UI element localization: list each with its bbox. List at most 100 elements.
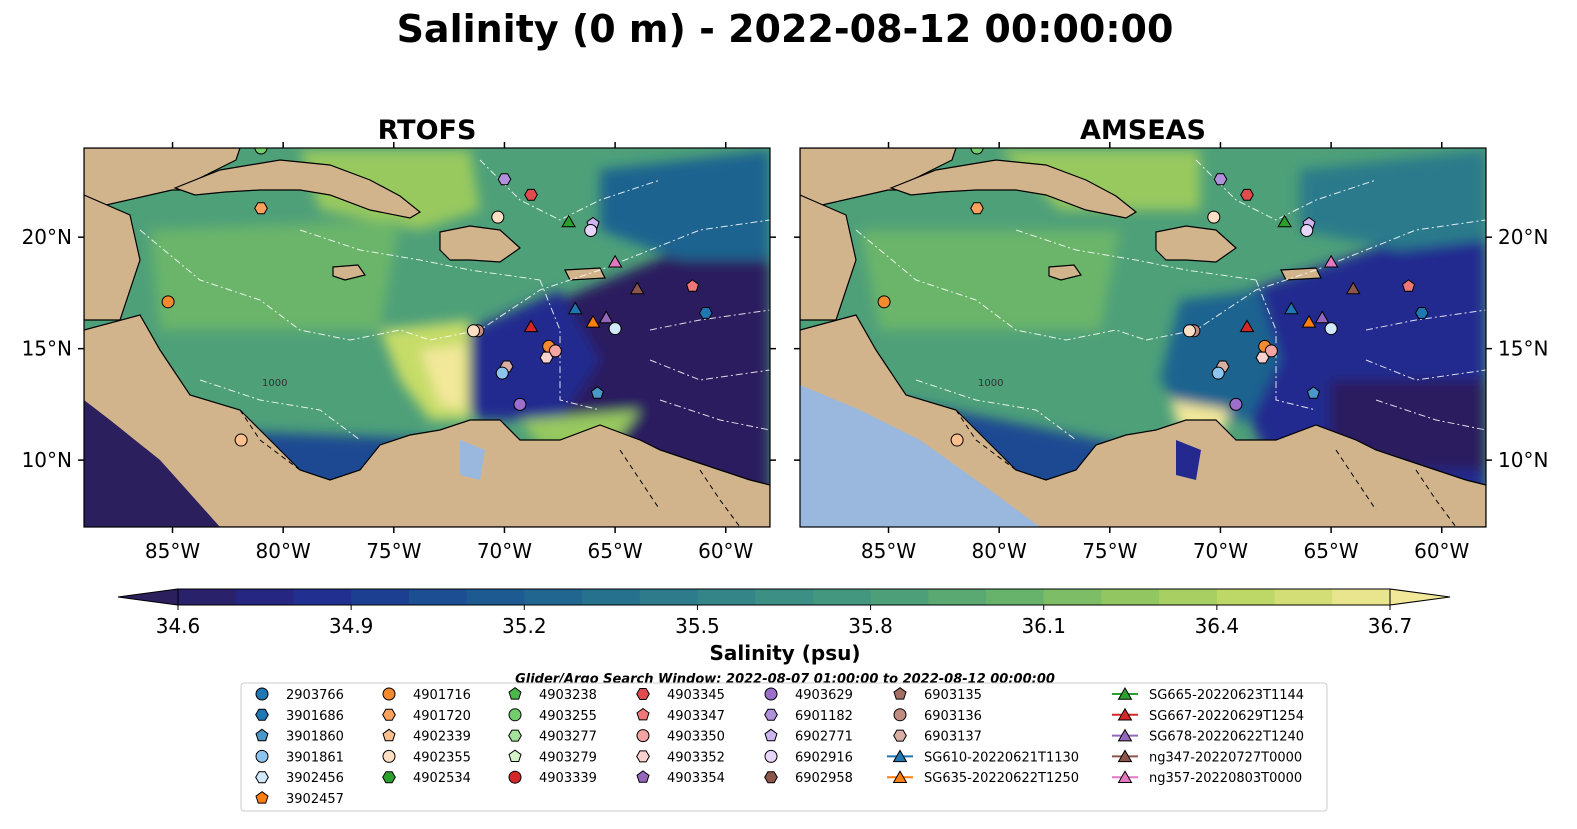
- colorbar: 34.6 34.9 35.2 35.5 35.8 36.1 36.4 36.7: [117, 588, 1451, 638]
- colorbar-segment: [235, 589, 294, 605]
- float-marker-ng347-20220727T0000: [1345, 281, 1361, 295]
- colorbar-segment: [928, 589, 987, 605]
- legend-label: SG665-20220623T1144: [1149, 688, 1304, 703]
- x-tick-label: 80°W: [256, 539, 311, 563]
- legend-label: 6902958: [795, 771, 853, 786]
- float-marker-6902916: [1300, 223, 1314, 237]
- float-marker-4903350: [1264, 344, 1278, 358]
- float-marker-3902456: [1324, 322, 1338, 336]
- y-tick-label: 15°N: [22, 337, 72, 361]
- float-marker-SG667-20220629T1254: [1239, 319, 1255, 333]
- float-marker-SG667-20220629T1254: [523, 319, 539, 333]
- colorbar-segment: [697, 589, 756, 605]
- legend-label: SG667-20220629T1254: [1149, 709, 1304, 724]
- colorbar-segment: [812, 589, 872, 605]
- legend-marker-ng347-20220727T0000: [1117, 749, 1133, 763]
- legend-marker-SG678-20220622T1240: [1117, 728, 1133, 742]
- x-tick-label: 80°W: [972, 539, 1027, 563]
- x-axis-amseas: 85°W 80°W 75°W 70°W 65°W 60°W: [861, 142, 1470, 563]
- contour-label: 1000: [262, 378, 287, 389]
- legend-marker-6901182: [764, 708, 778, 721]
- colorbar-segment: [466, 589, 525, 605]
- float-marker-SG678-20220622T1240: [598, 310, 614, 324]
- legend-marker-3902456: [255, 771, 269, 784]
- legend-label: 6903136: [924, 709, 982, 724]
- x-tick-label: 70°W: [477, 539, 532, 563]
- legend-marker-SG665-20220623T1144: [1117, 686, 1133, 700]
- legend-marker-4902339: [382, 728, 396, 742]
- float-marker-SG635-20220622T1250: [585, 314, 601, 328]
- legend-label: 3901861: [286, 750, 344, 765]
- legend-marker-6902771: [764, 728, 778, 742]
- legend-marker-4903345: [636, 688, 650, 700]
- y-tick-label: 20°N: [1498, 225, 1548, 249]
- legend-marker-4903255: [508, 708, 522, 722]
- legend-marker-6903137: [893, 729, 907, 742]
- float-marker-4903345: [524, 188, 538, 201]
- legend-label: 6903135: [924, 688, 982, 703]
- x-tick-label: 60°W: [1414, 539, 1469, 563]
- y-tick-label: 10°N: [22, 448, 72, 472]
- legend: 2903766 3901686 3901860 3901861 3902456 39024…: [240, 682, 1328, 812]
- x-tick-label: 65°W: [1303, 539, 1358, 563]
- float-marker-4902355b: [1182, 324, 1196, 338]
- y-tick-label: 10°N: [1498, 448, 1548, 472]
- colorbar-segment: [1332, 589, 1391, 605]
- legend-marker-SG635-20220622T1250: [892, 770, 908, 783]
- map-area-rtofs: 1000: [84, 148, 770, 527]
- legend-marker-6903136: [893, 708, 907, 722]
- colorbar-extend-high: [1389, 588, 1451, 606]
- legend-marker-SG667-20220629T1254: [1117, 707, 1133, 721]
- colorbar-tick-label: 36.7: [1368, 614, 1413, 638]
- legend-marker-4903238: [508, 687, 522, 700]
- colorbar-segment: [1043, 589, 1102, 605]
- eez-boundaries: [855, 159, 1486, 441]
- legend-marker-4903354: [636, 770, 650, 783]
- x-tick-label: 65°W: [587, 539, 642, 563]
- float-marker-4902355: [491, 210, 505, 224]
- float-marker-3901861: [495, 366, 509, 380]
- float-marker-4902339: [234, 433, 248, 447]
- legend-marker-4903339: [508, 770, 522, 784]
- legend-label: SG610-20220621T1130: [924, 750, 1079, 765]
- float-marker-4902534: [970, 148, 984, 155]
- legend-label: 4903277: [539, 730, 597, 745]
- legend-label: 6901182: [795, 709, 853, 724]
- legend-label: 4903339: [539, 771, 597, 786]
- float-marker-SG678-20220622T1240: [1314, 310, 1330, 324]
- legend-label: SG678-20220622T1240: [1149, 730, 1304, 745]
- legend-marker-4902534: [382, 771, 396, 784]
- figure-title: Salinity (0 m) - 2022-08-12 00:00:00: [397, 7, 1174, 51]
- float-marker-3901686: [698, 307, 713, 319]
- legend-label: 6902771: [795, 730, 853, 745]
- colorbar-segment: [1101, 589, 1160, 605]
- float-marker-4903629: [1229, 397, 1243, 411]
- legend-marker-3901686: [255, 708, 269, 721]
- legend-label: 4901716: [413, 688, 471, 703]
- x-tick-label: 75°W: [366, 539, 421, 563]
- legend-marker-4903350: [636, 729, 650, 743]
- float-marker-4903352: [1255, 351, 1270, 364]
- legend-label: 4903350: [667, 730, 725, 745]
- float-marker-ng357-20220803T0000: [607, 254, 623, 268]
- float-marker-3901686: [1414, 307, 1429, 319]
- y-tick-label: 15°N: [1498, 337, 1548, 361]
- legend-marker-6903135: [893, 687, 907, 700]
- float-marker-SG665-20220623T1144: [561, 214, 576, 228]
- colorbar-tick-label: 36.4: [1195, 614, 1240, 638]
- float-marker-SG610-20220621T1130: [1283, 301, 1299, 315]
- panel-title-amseas: AMSEAS: [1080, 115, 1206, 146]
- float-marker-4901716: [161, 295, 175, 309]
- colorbar-tick-label: 35.5: [675, 614, 720, 638]
- colorbar-segment: [351, 589, 410, 605]
- colorbar-segment: [293, 589, 352, 605]
- contour-label: 1000: [978, 378, 1003, 389]
- x-tick-label: 85°W: [861, 539, 916, 563]
- float-marker-4903347: [686, 279, 700, 292]
- legend-label: 4902534: [413, 771, 471, 786]
- legend-label: 4903255: [539, 709, 597, 724]
- legend-label: 6902916: [795, 750, 853, 765]
- float-marker-ng347-20220727T0000: [629, 281, 645, 295]
- float-markers-amseas: [877, 148, 1429, 447]
